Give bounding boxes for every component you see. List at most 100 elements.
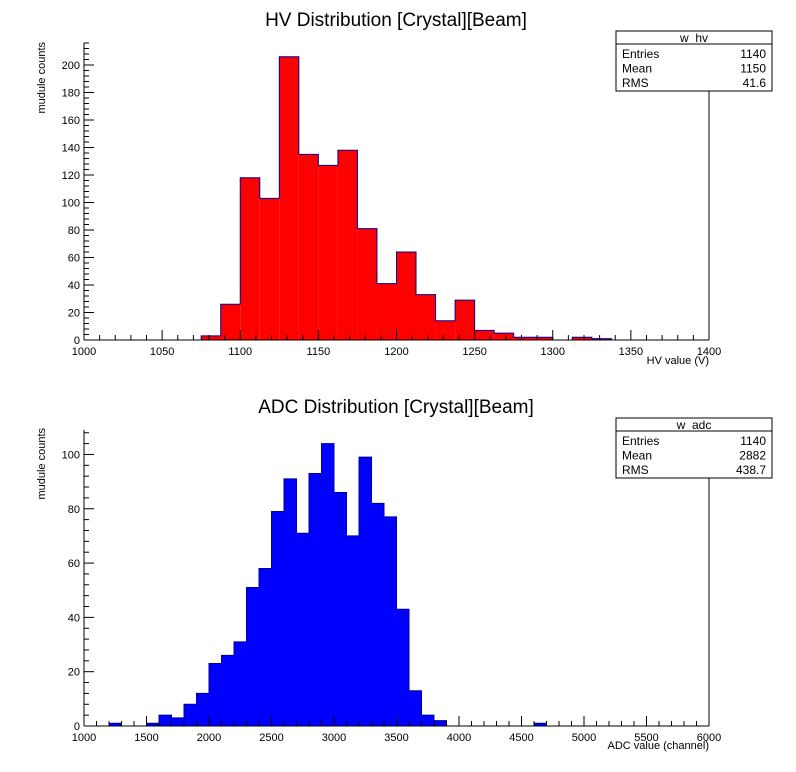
hv-histogram-bar: [494, 333, 514, 340]
adc-histogram-bar: [434, 720, 447, 726]
hv-x-axis-label: HV value (V): [647, 355, 709, 367]
adc-stats-value: 438.7: [736, 463, 766, 477]
adc-stats-label: Entries: [622, 434, 659, 448]
adc-x-tick-label: 2000: [197, 732, 221, 744]
hv-x-tick-label: 1400: [697, 346, 721, 358]
adc-histogram-bar: [309, 473, 322, 726]
hv-y-tick-label: 140: [62, 143, 80, 155]
hv-histogram-bar: [513, 337, 534, 340]
adc-histogram-bar: [421, 715, 434, 726]
adc-histogram-bar: [221, 655, 234, 726]
adc-x-tick-label: 5500: [634, 732, 658, 744]
hv-x-tick-label: 1150: [307, 346, 331, 358]
hv-y-tick-label: 120: [62, 170, 80, 182]
hv-y-tick-label: 60: [68, 253, 80, 265]
hv-histogram-bar: [474, 330, 495, 340]
hv-histogram-bar: [455, 300, 475, 340]
hv-x-tick-label: 1200: [384, 346, 408, 358]
adc-stats-name: w_adc: [676, 418, 712, 432]
hv-y-tick-label: 100: [62, 198, 80, 210]
adc-x-tick-label: 3500: [384, 732, 408, 744]
adc-stats-frame: [615, 417, 773, 479]
adc-y-tick-label: 60: [68, 558, 80, 570]
adc-histogram-bar: [234, 641, 247, 726]
hv-stats-frame: [615, 30, 773, 92]
adc-x-tick-label: 1000: [72, 732, 96, 744]
adc-histogram-bar: [184, 704, 197, 726]
adc-stats-label: RMS: [622, 463, 649, 477]
adc-stats-value: 1140: [740, 434, 766, 448]
adc-x-tick-label: 5000: [572, 732, 596, 744]
hv-chart-title: HV Distribution [Crystal][Beam]: [265, 10, 527, 31]
adc-x-tick-label: 2500: [259, 732, 283, 744]
hv-histogram-bar: [416, 294, 436, 340]
hv-histogram-bar: [337, 150, 358, 340]
adc-histogram-bar: [371, 503, 384, 726]
adc-histogram-bar: [196, 693, 209, 726]
adc-y-tick-label: 80: [68, 504, 80, 516]
hv-histogram-bar: [396, 252, 417, 340]
hv-histogram-bar: [240, 177, 260, 340]
adc-histogram-bar: [146, 723, 159, 726]
adc-histogram-bar: [296, 533, 309, 726]
hv-histogram-bar: [220, 304, 241, 340]
hv-histogram-bar: [318, 165, 338, 340]
hv-stats-name: w_hv: [679, 31, 708, 45]
hv-histogram-bar: [279, 56, 299, 340]
hv-histogram-panel: HV Distribution [Crystal][Beam] 1000 1050…: [36, 10, 773, 367]
adc-stats-value: 2882: [739, 449, 766, 463]
adc-x-tick-label: 4500: [509, 732, 533, 744]
hv-y-tick-label: 40: [68, 280, 80, 292]
adc-y-tick-label: 0: [74, 721, 80, 733]
adc-histogram-bar: [359, 457, 372, 726]
hv-histogram-bar: [298, 154, 319, 340]
hv-stats-label: RMS: [622, 76, 649, 90]
adc-histogram-bar: [259, 568, 272, 726]
adc-histogram-bar: [384, 516, 397, 726]
hv-x-tick-label: 1300: [541, 346, 565, 358]
hv-stats-label: Mean: [622, 62, 652, 76]
hv-histogram-outline: [84, 56, 709, 341]
adc-histogram-bar: [321, 443, 334, 726]
hv-histogram-bar: [435, 320, 456, 340]
adc-y-axis-label: mudule counts: [36, 428, 48, 500]
hv-x-tick-label: 1350: [619, 346, 643, 358]
hv-x-tick-label: 1000: [72, 346, 96, 358]
hv-stats-value: 1150: [740, 62, 766, 76]
adc-histogram-bar: [284, 478, 297, 726]
hv-stats-label: Entries: [622, 47, 659, 61]
adc-histogram-bar: [346, 535, 359, 726]
hv-stats-value: 1140: [740, 47, 766, 61]
hv-y-tick-label: 160: [62, 115, 80, 127]
hv-histogram-bars: [84, 56, 709, 341]
adc-axis-ticks: 1000 1500 2000 2500 3000 3500 4000 4500 5000 5500…: [62, 432, 721, 744]
adc-stats-label: Mean: [622, 449, 652, 463]
adc-histogram-bar: [396, 609, 409, 726]
hv-histogram-bar: [591, 338, 612, 340]
adc-histogram-bar: [209, 663, 222, 726]
hv-histogram-bar: [201, 335, 221, 340]
adc-histogram-bar: [271, 511, 284, 726]
hv-y-tick-label: 0: [74, 335, 80, 347]
adc-histogram-bars: [84, 443, 709, 727]
adc-histogram-bar: [334, 492, 347, 726]
hv-y-axis-label: mudule counts: [36, 42, 48, 114]
hv-axis-ticks: 1000 1050 1100 1150 1200 1250 1300 1350 1400 0 20 4…: [62, 42, 721, 358]
adc-x-tick-label: 3000: [322, 732, 346, 744]
adc-y-tick-label: 20: [68, 667, 80, 679]
adc-x-tick-label: 6000: [697, 732, 721, 744]
hv-histogram-bar: [357, 228, 377, 340]
hv-stats-box: w_hv Entries 1140 Mean 1150 RMS 41.6: [615, 30, 773, 92]
adc-plot-frame: [83, 430, 710, 727]
hv-stats-value: 41.6: [743, 76, 767, 90]
hv-histogram-bar: [572, 337, 592, 340]
hv-y-tick-label: 20: [68, 308, 80, 320]
hv-x-tick-label: 1250: [462, 346, 486, 358]
adc-x-tick-label: 1500: [134, 732, 158, 744]
hv-histogram-bar: [259, 198, 280, 340]
hv-y-tick-label: 180: [62, 88, 80, 100]
adc-histogram-bar: [409, 690, 422, 726]
hv-x-tick-label: 1050: [150, 346, 174, 358]
hv-histogram-bar: [376, 283, 397, 340]
